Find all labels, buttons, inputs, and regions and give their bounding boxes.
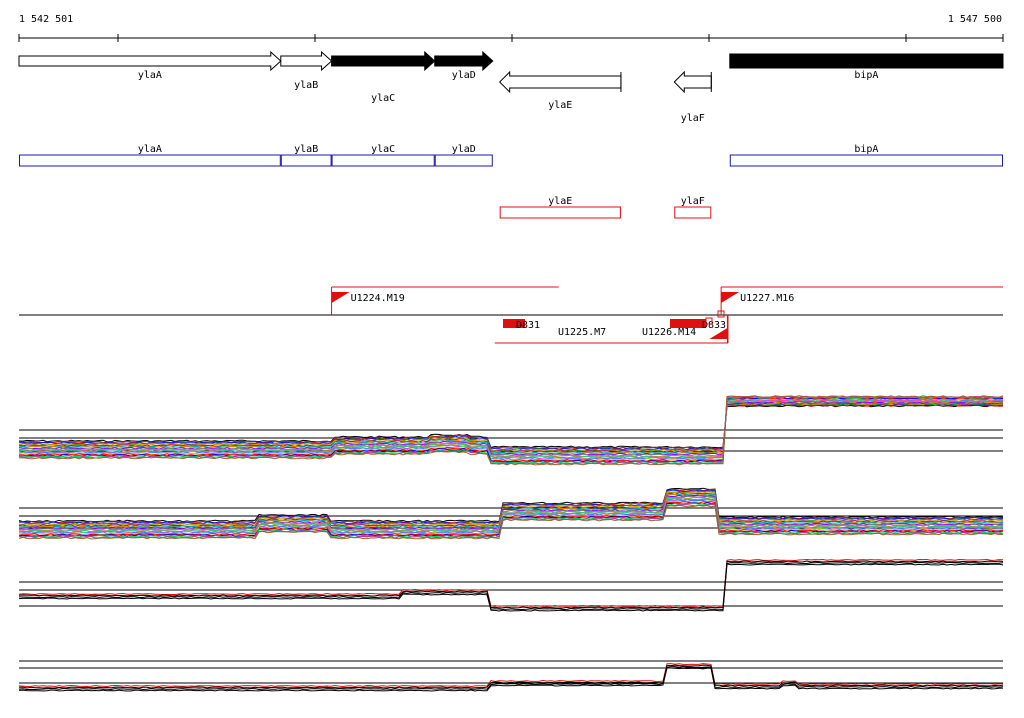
end-coordinate: 1 547 500 [948,14,1002,25]
expression-series [18,667,1004,692]
annotation-box-ylaa[interactable] [19,154,281,167]
expression-profiles [18,395,1004,692]
annotation-box-ylae[interactable] [499,206,621,219]
gene-arrow-ylab[interactable] [280,50,333,72]
gene-label-ylaa: ylaA [138,70,162,81]
expression-panel-2 [18,487,1004,540]
unit-label-u1227.m16: U1227.M16 [740,293,794,304]
expression-series [18,563,1004,612]
gene-label-ylad: ylaD [452,70,476,81]
expression-series [18,491,1004,526]
annotation-box-ylac[interactable] [331,154,435,167]
annotation-box-ylab[interactable] [280,154,332,167]
expression-series [18,504,1004,540]
breakpoint-marker[interactable] [705,317,713,325]
unit-label-u1224.m19: U1224.M19 [351,293,405,304]
ruler-ticks [18,34,1004,42]
unit-label-u1225.m7: U1225.M7 [558,327,606,338]
expression-series [18,558,1004,607]
unit-start-flag [721,292,740,303]
gene-arrow-bipa[interactable] [729,53,1004,69]
expression-series [18,663,1004,688]
expression-series [18,502,1004,537]
unit-start-flag [331,292,350,303]
expression-panel-1 [18,395,1004,466]
promoter-marker-d831[interactable] [503,319,525,328]
expression-series [18,397,1004,461]
unit-end-flag [710,328,729,339]
expression-series [18,402,1004,452]
gene-arrow-ylac[interactable] [331,50,436,72]
expression-series [18,404,1004,449]
gene-label-ylab: ylaB [294,80,318,91]
expression-series [18,499,1004,535]
gene-arrow-ylae[interactable] [498,70,622,94]
annotation-box-bipa[interactable] [729,154,1004,167]
annotation-label-ylac: ylaC [371,144,395,155]
expression-series [18,561,1004,611]
expression-panel-3 [18,558,1004,612]
expression-series [18,560,1004,609]
breakpoint-marker-small[interactable] [717,310,725,318]
transcription-units: U1224.M19 U1227.M16 U1225.M7 U1226.M14 [331,286,1003,344]
annotation-label-ylab: ylaB [294,144,318,155]
expression-series [18,665,1004,691]
gene-arrow-track: ylaA ylaB ylaC ylaD ylaE ylaF bipA [18,50,1004,124]
expression-series [18,489,1004,525]
expression-series [18,396,1004,463]
expression-series [18,493,1004,528]
annotation-box-ylad[interactable] [434,154,493,167]
start-coordinate: 1 542 501 [19,14,73,25]
expression-panel-4 [18,660,1004,692]
gene-label-ylae: ylaE [548,100,572,111]
gene-arrow-ylaa[interactable] [18,50,282,72]
annotation-label-ylaf: ylaF [681,196,705,207]
annotation-label-bipa: bipA [854,144,878,155]
gene-label-bipa: bipA [854,70,878,81]
annotation-label-ylad: ylaD [452,144,476,155]
annotation-box-ylaf[interactable] [674,206,712,219]
annotation-label-ylaa: ylaA [138,144,162,155]
expression-series [18,401,1004,455]
promoter-label-d833: D833 [702,320,726,331]
gene-label-ylac: ylaC [371,93,395,104]
promoter-marker-d833[interactable] [670,319,706,328]
promoter-label-d831: D831 [516,320,540,331]
coordinate-ruler: 1 542 501 1 547 500 [18,14,1004,42]
gene-arrow-ylad[interactable] [434,50,494,72]
unit-label-u1226.m14: U1226.M14 [642,327,696,338]
annotation-label-ylae: ylaE [548,196,572,207]
annotation-track: ylaA ylaB ylaC ylaD ylaE ylaF bipA [19,144,1004,219]
transcription-unit-track: U1224.M19 U1227.M16 U1225.M7 U1226.M14 D831… [19,286,1003,344]
expression-series [18,395,1004,466]
expression-series [18,664,1004,689]
gene-arrow-ylaf[interactable] [673,70,712,94]
expression-series [18,402,1004,453]
expression-series [18,400,1004,456]
gene-label-ylaf: ylaF [681,113,705,124]
